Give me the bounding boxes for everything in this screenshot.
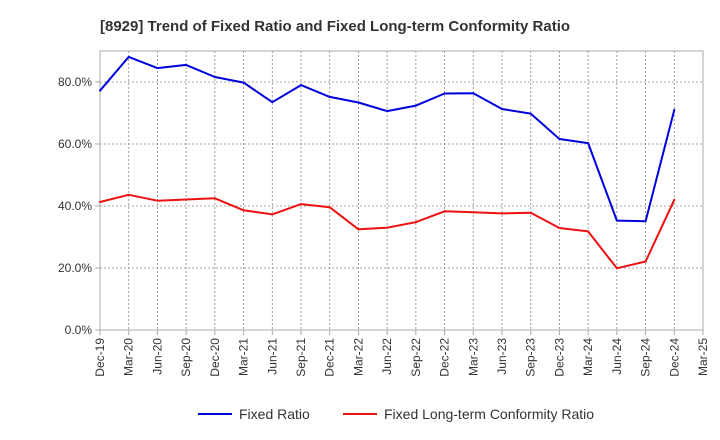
data-point	[242, 81, 245, 84]
x-tick-label: Sep-20	[179, 338, 193, 377]
data-point	[328, 206, 331, 209]
x-tick-label: Sep-21	[294, 338, 308, 377]
data-point	[328, 95, 331, 98]
series-1	[99, 55, 676, 223]
x-tick-label: Jun-21	[265, 338, 279, 375]
data-point	[501, 212, 503, 215]
legend-label: Fixed Long-term Conformity Ratio	[384, 406, 594, 422]
data-point	[357, 228, 360, 231]
data-point	[213, 197, 216, 200]
data-point	[587, 230, 590, 233]
data-point	[386, 110, 389, 113]
x-tick-label: Jun-20	[150, 338, 164, 375]
data-point	[615, 267, 618, 270]
legend-item: Fixed Ratio	[198, 406, 310, 422]
x-tick-label: Mar-25	[696, 338, 710, 376]
x-tick-label: Mar-24	[581, 338, 595, 376]
data-point	[587, 142, 590, 145]
x-tick-label: Jun-23	[495, 338, 509, 375]
y-tick-label: 80.0%	[58, 75, 92, 89]
data-point	[300, 84, 302, 87]
plot-frame	[99, 50, 704, 331]
data-point	[99, 200, 101, 203]
data-point	[127, 55, 130, 58]
x-tick-label: Dec-19	[93, 338, 107, 377]
x-tick-label: Sep-22	[409, 338, 423, 377]
x-tick-label: Mar-22	[351, 338, 365, 376]
legend-label: Fixed Ratio	[239, 406, 310, 422]
x-tick-label: Dec-20	[208, 338, 222, 377]
data-point	[673, 198, 676, 201]
y-axis: 0.0% 20.0% 40.0% 60.0% 80.0%	[58, 75, 100, 337]
data-point	[127, 193, 130, 196]
data-point	[99, 89, 101, 92]
data-point	[271, 213, 274, 216]
x-axis: Dec-19 Mar-20 Jun-20 Sep-20 Dec-20 Mar-21 Jun-…	[93, 330, 710, 377]
chart-title: [8929] Trend of Fixed Ratio and Fixed Lo…	[100, 18, 570, 35]
data-point	[443, 92, 446, 95]
data-point	[156, 199, 159, 202]
data-point	[357, 101, 360, 104]
data-point	[529, 112, 532, 115]
data-point	[501, 107, 503, 110]
y-tick-label: 40.0%	[58, 199, 92, 213]
y-tick-label: 20.0%	[58, 261, 92, 275]
x-tick-label: Sep-24	[639, 338, 653, 377]
data-point	[529, 211, 532, 214]
data-point	[644, 260, 647, 263]
series-2	[99, 193, 676, 270]
data-point	[472, 92, 475, 95]
data-point	[472, 211, 475, 214]
data-point	[271, 101, 274, 104]
data-point	[558, 227, 561, 230]
data-point	[558, 138, 561, 141]
x-tick-label: Mar-21	[237, 338, 251, 376]
data-point	[300, 203, 302, 206]
data-point	[156, 67, 159, 70]
x-tick-label: Dec-24	[667, 338, 681, 377]
x-tick-label: Mar-20	[122, 338, 136, 376]
grid	[100, 51, 703, 330]
y-tick-label: 0.0%	[65, 323, 93, 337]
data-point	[673, 108, 676, 111]
x-tick-label: Mar-23	[466, 338, 480, 376]
x-tick-label: Dec-22	[438, 338, 452, 377]
data-point	[213, 76, 216, 79]
data-point	[644, 220, 647, 223]
data-point	[443, 210, 446, 213]
legend: Fixed Ratio Fixed Long-term Conformity Ra…	[198, 406, 594, 422]
x-tick-label: Dec-21	[323, 338, 337, 377]
data-point	[386, 226, 389, 229]
data-point	[414, 221, 417, 224]
data-point	[185, 198, 188, 201]
data-point	[185, 63, 188, 66]
legend-item: Fixed Long-term Conformity Ratio	[343, 406, 594, 422]
x-tick-label: Jun-24	[610, 338, 624, 375]
data-point	[615, 219, 618, 222]
x-tick-label: Sep-23	[524, 338, 538, 377]
data-point	[242, 209, 245, 212]
x-tick-label: Jun-22	[380, 338, 394, 375]
data-point	[414, 104, 417, 107]
y-tick-label: 60.0%	[58, 137, 92, 151]
x-tick-label: Dec-23	[552, 338, 566, 377]
series	[99, 55, 676, 270]
